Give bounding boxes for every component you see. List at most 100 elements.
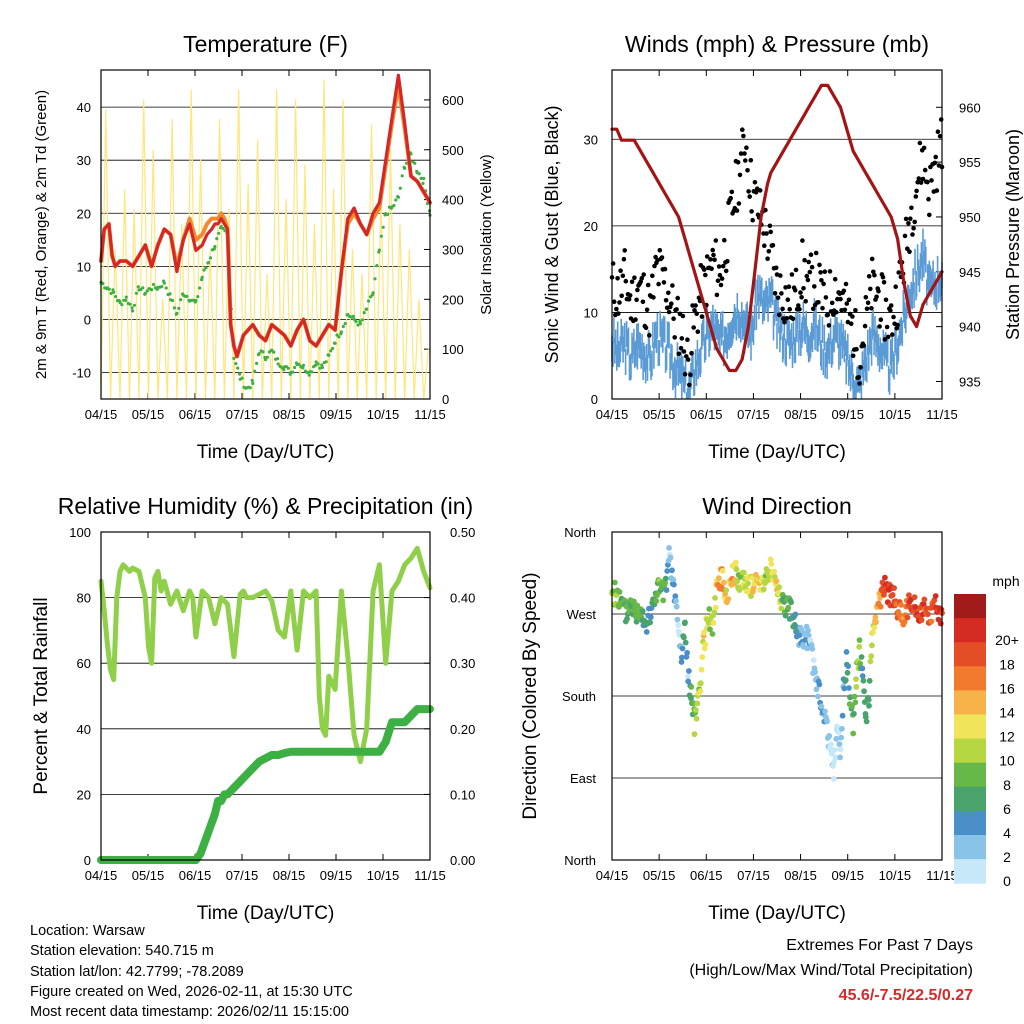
direction-point xyxy=(686,668,692,674)
humidity-precipitation-panel: Relative Humidity (%) & Precipitation (i… xyxy=(31,493,475,924)
colorbar-swatch xyxy=(954,859,986,884)
direction-point xyxy=(660,597,667,604)
direction-point xyxy=(824,718,830,725)
y-tick-label: 0 xyxy=(84,312,91,327)
x-tick-label: 09/15 xyxy=(831,868,864,883)
direction-point xyxy=(709,631,716,637)
gust-point xyxy=(850,353,856,359)
gust-point xyxy=(626,297,632,302)
x-tick-label: 06/15 xyxy=(179,407,212,422)
direction-point xyxy=(707,626,713,633)
dewpoint-point xyxy=(251,381,255,385)
direction-point xyxy=(873,619,879,625)
direction-point xyxy=(653,598,660,604)
direction-point xyxy=(816,681,823,688)
gust-point xyxy=(934,188,940,193)
gust-point xyxy=(888,308,893,313)
gust-point xyxy=(799,295,804,300)
right-tick-label: 600 xyxy=(442,93,464,108)
x-tick-label: 04/15 xyxy=(85,407,118,422)
y-tick-label: 20 xyxy=(77,787,91,802)
gust-point xyxy=(713,238,719,243)
gust-point xyxy=(803,299,808,304)
direction-point xyxy=(870,629,876,636)
direction-point xyxy=(773,578,780,584)
gust-point xyxy=(712,257,717,263)
dewpoint-point xyxy=(194,299,198,303)
direction-point xyxy=(868,653,875,660)
gust-point xyxy=(880,274,886,280)
gust-point xyxy=(876,288,881,294)
gust-point xyxy=(929,178,934,183)
direction-point xyxy=(846,685,852,691)
direction-point xyxy=(666,545,672,551)
direction-point xyxy=(856,643,863,650)
direction-point xyxy=(671,581,677,588)
dewpoint-point xyxy=(112,290,116,294)
direction-point xyxy=(844,669,851,676)
direction-point xyxy=(863,718,870,725)
dewpoint-point xyxy=(196,295,200,299)
direction-point xyxy=(684,649,690,656)
direction-point xyxy=(678,659,685,665)
gust-point xyxy=(878,317,884,323)
dewpoint-point xyxy=(170,298,175,303)
direction-point xyxy=(859,665,866,672)
dewpoint-point xyxy=(413,161,417,165)
gust-point xyxy=(843,281,849,287)
gust-point xyxy=(798,290,803,295)
gust-point xyxy=(915,179,920,185)
direction-point xyxy=(710,620,717,626)
x-tick-label: 09/15 xyxy=(831,407,864,422)
colorbar-unit-label: mph xyxy=(992,573,1019,589)
gust-point xyxy=(629,279,635,285)
direction-point xyxy=(810,657,817,664)
dewpoint-point xyxy=(204,266,208,270)
x-tick-label: 08/15 xyxy=(784,868,817,883)
gust-point xyxy=(682,371,688,377)
gust-point xyxy=(925,179,930,185)
gust-point xyxy=(857,381,862,386)
colorbar-label: 18 xyxy=(999,656,1015,672)
gust-point xyxy=(782,320,787,325)
y-tick-label: North xyxy=(564,853,596,868)
colorbar-label: 12 xyxy=(999,729,1015,745)
gust-point xyxy=(723,268,729,274)
direction-point xyxy=(856,637,863,643)
direction-point xyxy=(805,627,811,634)
dewpoint-point xyxy=(381,225,385,229)
direction-point xyxy=(838,734,845,741)
dewpoint-point xyxy=(202,268,206,272)
colorbar-label: 20+ xyxy=(995,632,1019,648)
gust-point xyxy=(770,243,776,248)
dewpoint-point xyxy=(307,373,311,377)
gust-point xyxy=(850,314,855,319)
x-axis-label: Time (Day/UTC) xyxy=(708,903,846,924)
dewpoint-point xyxy=(253,369,257,373)
gust-point xyxy=(863,295,869,300)
direction-point xyxy=(706,606,713,612)
direction-point xyxy=(662,575,669,582)
gust-point xyxy=(717,272,723,278)
direction-point xyxy=(725,596,732,602)
direction-point xyxy=(853,676,859,682)
gust-point xyxy=(846,297,852,303)
dewpoint-point xyxy=(371,291,375,295)
gust-point xyxy=(621,256,627,262)
right-tick-label: 200 xyxy=(442,292,464,307)
right-tick-label: 0 xyxy=(442,392,449,407)
direction-point xyxy=(850,730,857,737)
y-tick-label: South xyxy=(562,689,596,704)
gust-point xyxy=(709,266,714,272)
y-tick-label: 80 xyxy=(77,591,91,606)
y-tick-label: East xyxy=(570,771,596,786)
colorbar-swatch xyxy=(954,618,986,643)
x-tick-label: 06/15 xyxy=(179,868,212,883)
gust-point xyxy=(744,145,749,150)
direction-point xyxy=(688,695,694,702)
dewpoint-point xyxy=(301,363,306,367)
dewpoint-point xyxy=(375,264,379,268)
gust-point xyxy=(651,295,656,300)
direction-point xyxy=(805,632,812,639)
dewpoint-point xyxy=(333,341,337,345)
